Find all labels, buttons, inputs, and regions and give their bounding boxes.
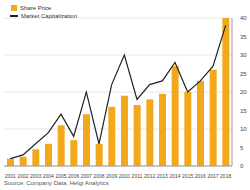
svg-text:25: 25 (240, 71, 242, 77)
svg-text:2012: 2012 (144, 173, 155, 179)
html-text:Share Price: Share Price (20, 5, 52, 11)
svg-text:2002: 2002 (17, 173, 28, 179)
svg-text:2014: 2014 (169, 173, 180, 179)
svg-text:2013: 2013 (157, 173, 168, 179)
svg-text:2018: 2018 (220, 173, 231, 179)
svg-text:30: 30 (240, 52, 242, 58)
svg-text:35: 35 (240, 34, 242, 40)
svg-text:2009: 2009 (106, 173, 117, 179)
svg-text:2004: 2004 (43, 173, 54, 179)
html-text:Source: Company Data, Helgi An: Source: Company Data, Helgi Analytics (4, 180, 109, 186)
svg-text:15: 15 (240, 108, 242, 114)
svg-text:2008: 2008 (93, 173, 104, 179)
svg-text:2016: 2016 (195, 173, 206, 179)
svg-text:2017: 2017 (207, 173, 218, 179)
svg-text:2011: 2011 (132, 173, 143, 179)
html-text:Market Capitalization: Market Capitalization (21, 13, 77, 19)
svg-text:2007: 2007 (81, 173, 92, 179)
svg-text:2006: 2006 (68, 173, 79, 179)
svg-text:2005: 2005 (55, 173, 66, 179)
svg-text:0: 0 (240, 163, 242, 169)
svg-text:10: 10 (240, 126, 242, 132)
svg-text:2015: 2015 (182, 173, 193, 179)
svg-text:2001: 2001 (8, 173, 16, 179)
svg-text:2010: 2010 (119, 173, 130, 179)
svg-text:40: 40 (240, 15, 242, 21)
svg-text:2003: 2003 (30, 173, 41, 179)
svg-text:20: 20 (240, 89, 242, 95)
svg-text:5: 5 (240, 145, 242, 151)
